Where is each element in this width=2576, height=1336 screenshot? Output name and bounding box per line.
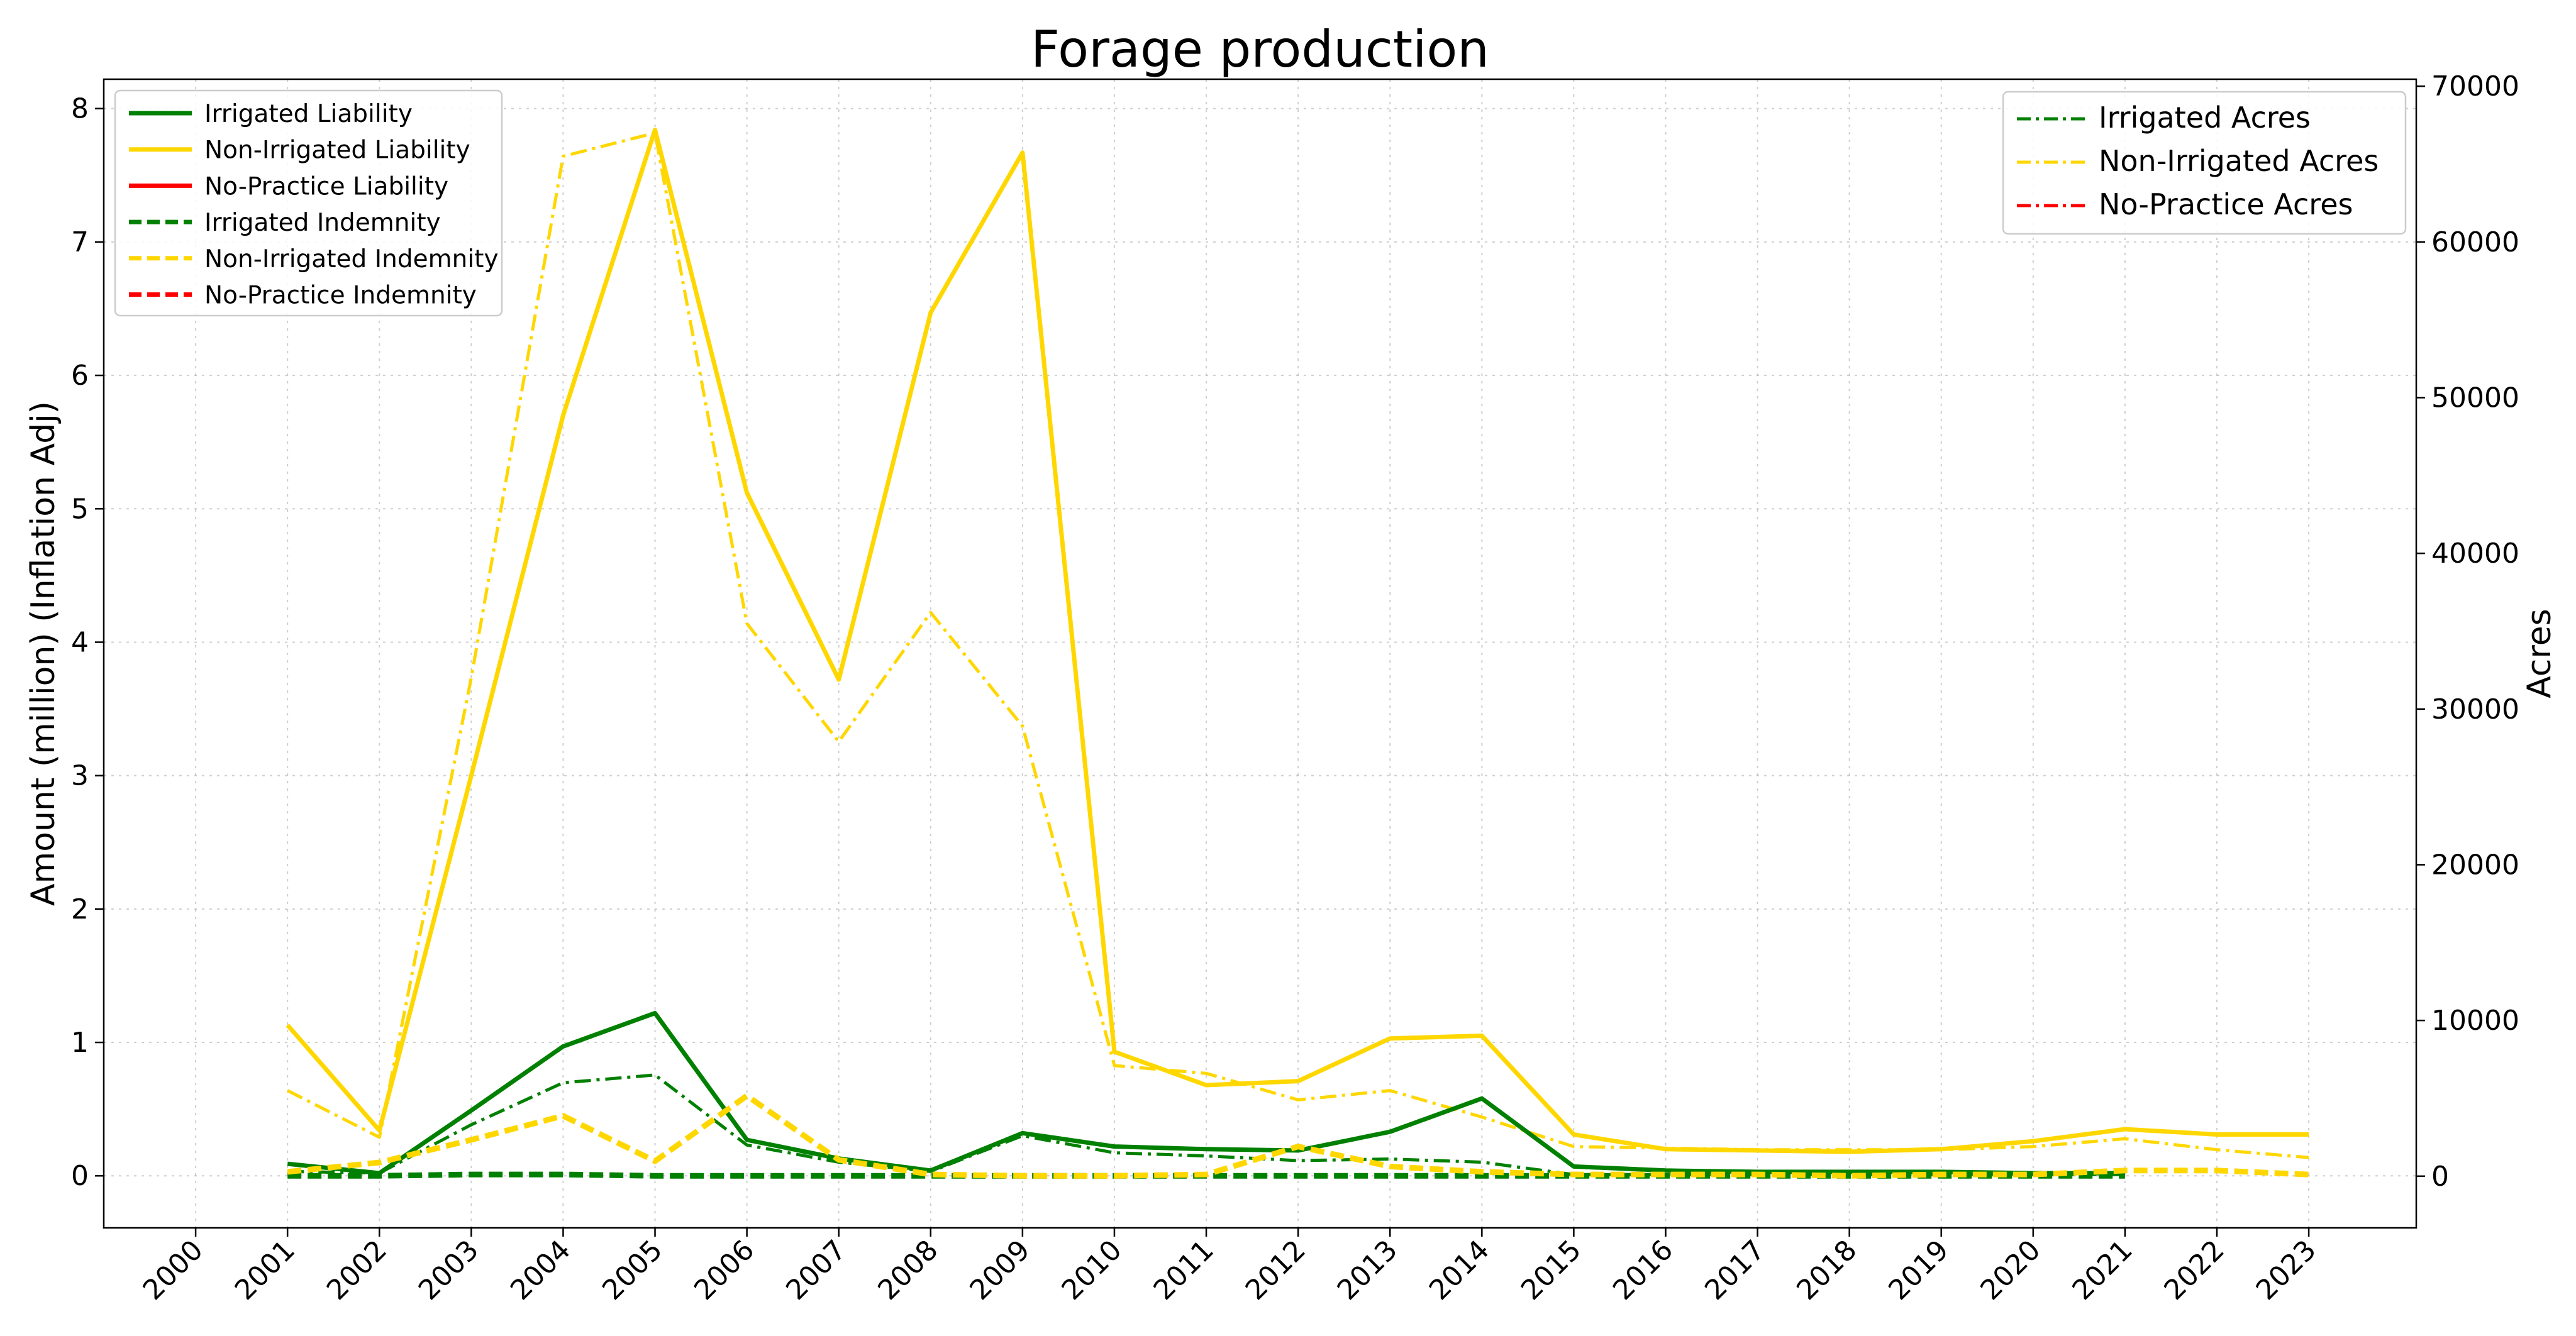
series-line-non-irrigated-liability bbox=[286, 128, 2309, 1154]
legend-label: No-Practice Acres bbox=[2099, 187, 2353, 221]
y-right-tick-label: 60000 bbox=[2431, 226, 2519, 258]
y-right-tick-label: 20000 bbox=[2431, 849, 2519, 881]
legend-label: Non-Irrigated Liability bbox=[204, 136, 470, 165]
y-left-tick-label: 5 bbox=[71, 493, 89, 525]
y-axis-left-label: Amount (million) (Inflation Adj) bbox=[25, 401, 62, 906]
legend-label: No-Practice Indemnity bbox=[204, 282, 477, 310]
y-left-tick-label: 3 bbox=[71, 760, 89, 792]
legend-liability-indemnity: Irrigated Liability Non-Irrigated Liabili… bbox=[114, 89, 503, 317]
y-left-tick-label: 8 bbox=[71, 93, 89, 125]
y-right-tick-label: 30000 bbox=[2431, 693, 2519, 726]
legend-box bbox=[2002, 91, 2407, 235]
y-axis-right-label: Acres bbox=[2521, 609, 2558, 698]
legend-label: Non-Irrigated Acres bbox=[2099, 144, 2379, 178]
legend-label: Irrigated Acres bbox=[2099, 101, 2311, 135]
plot-frame bbox=[103, 78, 2418, 1229]
legend-label: No-Practice Liability bbox=[204, 172, 448, 201]
y-right-tick-label: 70000 bbox=[2431, 70, 2519, 102]
y-left-tick-label: 2 bbox=[71, 893, 89, 925]
legend-box bbox=[114, 89, 503, 317]
y-left-tick-label: 1 bbox=[71, 1027, 89, 1059]
y-right-tick-label: 50000 bbox=[2431, 382, 2519, 414]
y-left-tick-label: 6 bbox=[71, 360, 89, 392]
legend-acres: Irrigated Acres Non-Irrigated Acres No-Pra… bbox=[2002, 91, 2407, 235]
legend-label: Non-Irrigated Indemnity bbox=[204, 245, 499, 273]
y-left-tick-label: 0 bbox=[71, 1160, 89, 1192]
legend-label: Irrigated Liability bbox=[204, 100, 413, 128]
y-right-tick-label: 10000 bbox=[2431, 1005, 2519, 1037]
y-left-tick-label: 4 bbox=[71, 626, 89, 658]
series-line-irrigated-liability bbox=[287, 1010, 2125, 1176]
series-line-non-irrigated-indemnity bbox=[287, 1093, 2309, 1179]
chart-title: Forage production bbox=[1031, 20, 1489, 79]
y-right-tick-label: 0 bbox=[2431, 1161, 2449, 1193]
series-layer bbox=[286, 128, 2309, 1179]
y-left-tick-label: 7 bbox=[71, 226, 89, 258]
legend-label: Irrigated Indemnity bbox=[204, 209, 441, 237]
y-right-tick-label: 40000 bbox=[2431, 538, 2519, 570]
